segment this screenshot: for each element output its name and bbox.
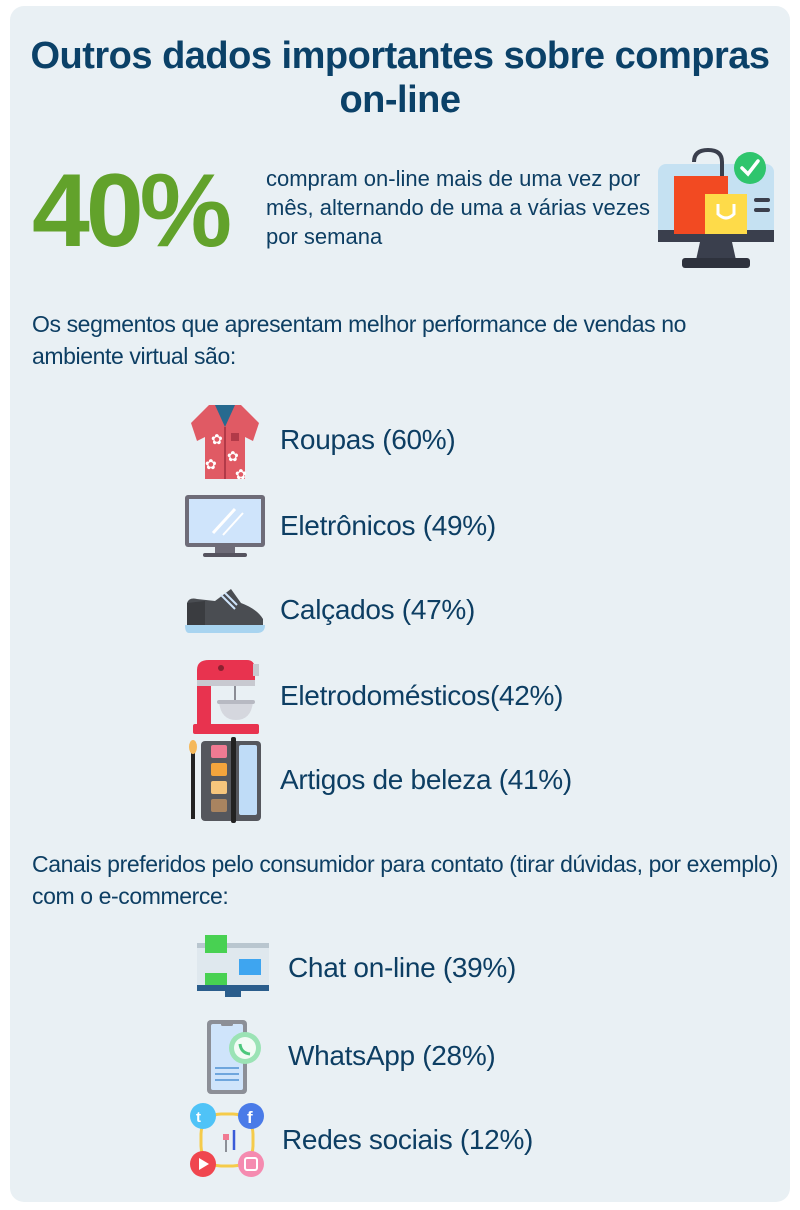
channel-label: Redes sociais (12%) [282,1124,534,1155]
channels-heading: Canais preferidos pelo consumidor para c… [32,851,779,909]
makeup-palette-icon [189,737,261,823]
segment-label: Artigos de beleza (41%) [280,764,572,795]
segment-item-calcados: Calçados (47%) [182,570,475,650]
segment-item-eletrodomesticos: Eletrodomésticos(42%) [182,656,563,736]
page-title: Outros dados importantes sobre compras o… [30,35,770,121]
chat-monitor-icon [197,935,269,997]
monitor-icon [185,495,265,557]
svg-text:t: t [196,1109,201,1126]
channel-label: WhatsApp (28%) [288,1040,496,1071]
channel-label: Chat on-line (39%) [288,952,517,983]
channel-item-chat: Chat on-line (39%) [190,928,516,1008]
segment-item-beleza: Artigos de beleza (41%) [182,737,572,823]
mixer-icon [193,660,259,734]
segment-label: Calçados (47%) [280,594,475,625]
segments-heading: Os segmentos que apresentam melhor perfo… [32,311,687,369]
segment-label: Eletrodomésticos(42%) [280,680,564,711]
highlight-percentage: 40% [32,153,232,269]
svg-text:✿: ✿ [205,456,217,472]
segment-item-roupas: ✿ ✿ ✿ ✿ Roupas (60%) [182,400,456,481]
channel-item-whatsapp: WhatsApp (28%) [190,1016,496,1096]
highlight-text: compram on-line mais de uma vez por mês,… [266,166,650,249]
whatsapp-phone-icon [207,1020,261,1094]
svg-text:f: f [247,1108,253,1127]
svg-text:✿: ✿ [211,431,223,447]
social-networks-icon: t f [190,1103,264,1177]
shirt-icon: ✿ ✿ ✿ ✿ [191,405,259,481]
segment-label: Roupas (60%) [280,424,456,455]
infographic-card: Outros dados importantes sobre compras o… [10,6,790,1202]
segment-item-eletronicos: Eletrônicos (49%) [182,486,496,566]
shoe-icon [185,589,265,633]
shopping-monitor-icon [658,148,774,268]
svg-text:✿: ✿ [235,466,247,481]
channel-item-redes-sociais: t f Redes sociais (12%) [184,1100,533,1180]
segment-label: Eletrônicos (49%) [280,510,496,541]
svg-text:✿: ✿ [227,448,239,464]
